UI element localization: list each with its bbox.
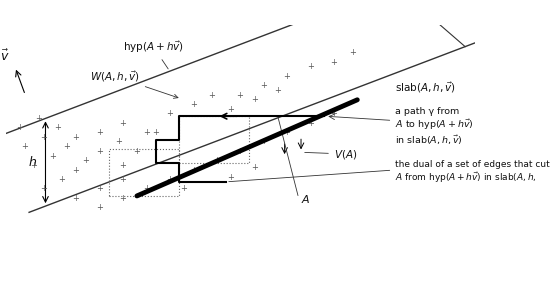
Text: +: + [72,133,80,142]
Text: +: + [58,175,66,184]
Text: +: + [96,184,103,193]
Text: +: + [96,128,103,137]
Text: +: + [96,147,103,156]
Text: $A$: $A$ [301,193,310,205]
Text: the dual of a set of edges that cut
$A$ from $\mathrm{hyp}(A + h\vec{v})$ in $\m: the dual of a set of edges that cut $A$ … [395,160,549,185]
Text: +: + [237,147,244,156]
Text: +: + [39,184,47,193]
Text: +: + [251,95,257,104]
Text: +: + [49,152,56,160]
Text: $W(A, h, \vec{v})$: $W(A, h, \vec{v})$ [90,69,178,98]
Text: +: + [227,105,234,114]
Text: +: + [330,109,337,118]
Text: +: + [31,161,37,170]
Text: +: + [237,91,244,100]
Text: $V(A)$: $V(A)$ [305,147,357,160]
Text: +: + [143,128,150,137]
Text: +: + [54,124,61,132]
Text: +: + [190,166,197,175]
Text: +: + [63,142,70,151]
Text: +: + [180,184,187,193]
Text: +: + [166,175,173,184]
Text: +: + [166,109,173,118]
Text: $h$: $h$ [28,155,37,169]
Text: $\mathrm{slab}(A, h, \vec{v})$: $\mathrm{slab}(A, h, \vec{v})$ [395,81,455,95]
Text: +: + [251,163,257,172]
Text: +: + [133,147,140,156]
Text: +: + [21,142,28,151]
Text: +: + [260,81,267,90]
Text: +: + [208,91,215,100]
Text: +: + [213,156,220,165]
Text: +: + [152,128,159,137]
Text: +: + [307,119,314,128]
Text: +: + [349,48,356,57]
Text: +: + [284,128,290,137]
Text: +: + [120,194,126,203]
Text: +: + [143,184,150,193]
Bar [179,116,250,163]
Text: +: + [120,161,126,170]
Text: +: + [307,62,314,72]
Text: +: + [72,166,80,175]
Text: +: + [82,156,89,165]
Text: +: + [39,133,47,142]
Text: +: + [227,173,234,182]
Text: +: + [35,114,42,123]
Text: +: + [96,203,103,212]
Bar [109,149,179,196]
Text: $\mathrm{hyp}(A + h\vec{v})$: $\mathrm{hyp}(A + h\vec{v})$ [123,39,184,69]
Text: +: + [72,194,80,203]
Text: +: + [260,137,267,147]
Text: $\vec{v}$: $\vec{v}$ [0,49,9,64]
Text: +: + [190,100,197,109]
Text: +: + [330,58,337,67]
Text: +: + [16,124,23,132]
Text: +: + [274,86,281,95]
Text: a path γ from
$A$ to $\mathrm{hyp}(A + h\vec{v})$
in $\mathrm{slab}(A, h, \vec{v: a path γ from $A$ to $\mathrm{hyp}(A + h… [395,107,474,147]
Text: +: + [120,175,126,184]
Text: +: + [115,137,122,147]
Text: +: + [284,72,290,81]
Text: +: + [120,119,126,128]
